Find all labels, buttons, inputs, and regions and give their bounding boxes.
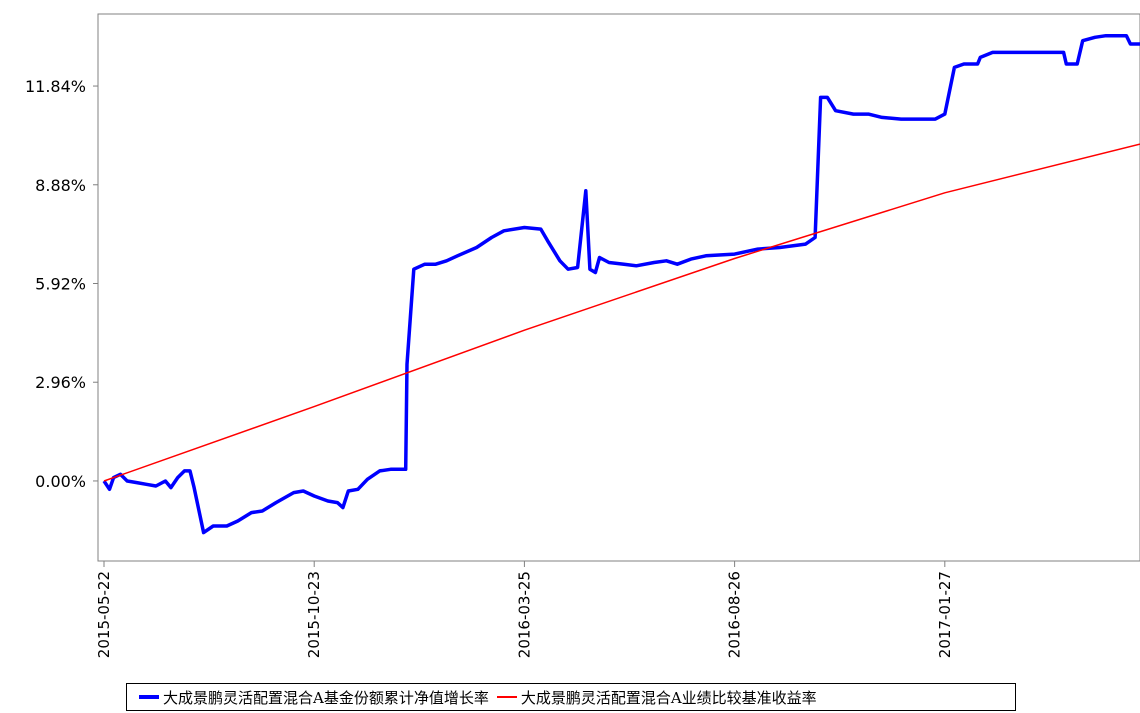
x-tick-label: 2016-08-26 bbox=[726, 571, 744, 658]
x-tick-label: 2015-10-23 bbox=[305, 571, 323, 658]
legend: 大成景鹏灵活配置混合A基金份额累计净值增长率 大成景鹏灵活配置混合A业绩比较基准… bbox=[126, 683, 1016, 711]
series-line-benchmark bbox=[103, 143, 1140, 482]
series-line-nav-growth bbox=[102, 33, 1140, 535]
legend-swatch-blue bbox=[139, 695, 159, 699]
legend-item-nav-growth: 大成景鹏灵活配置混合A基金份额累计净值增长率 bbox=[139, 687, 489, 708]
y-tick-label: 5.92% bbox=[35, 274, 86, 293]
x-tick-label: 2015-05-22 bbox=[95, 571, 113, 658]
x-tick-label: 2016-03-25 bbox=[515, 571, 533, 658]
line-chart: 0.00%2.96%5.92%8.88%11.84% 2015-05-22 201… bbox=[25, 13, 1140, 658]
y-axis: 0.00% 2.96% 5.92% 8.88% 11.84% bbox=[25, 14, 99, 561]
y-tick-label: 0.00% bbox=[35, 472, 86, 491]
series-lines bbox=[102, 33, 1140, 535]
legend-item-benchmark: 大成景鹏灵活配置混合A业绩比较基准收益率 bbox=[496, 687, 817, 708]
x-axis: 2015-05-22 2015-10-23 2016-03-25 2016-08-26… bbox=[95, 561, 954, 658]
y-tick-label: 2.96% bbox=[35, 373, 86, 392]
y-tick-label: 11.84% bbox=[25, 77, 86, 96]
legend-label-benchmark: 大成景鹏灵活配置混合A业绩比较基准收益率 bbox=[520, 688, 817, 707]
plot-area bbox=[97, 13, 1140, 562]
y-tick-label: 8.88% bbox=[35, 176, 86, 195]
x-tick-label: 2017-01-27 bbox=[936, 571, 954, 658]
legend-swatch-red bbox=[496, 696, 517, 698]
legend-label-nav-growth: 大成景鹏灵活配置混合A基金份额累计净值增长率 bbox=[163, 688, 489, 707]
